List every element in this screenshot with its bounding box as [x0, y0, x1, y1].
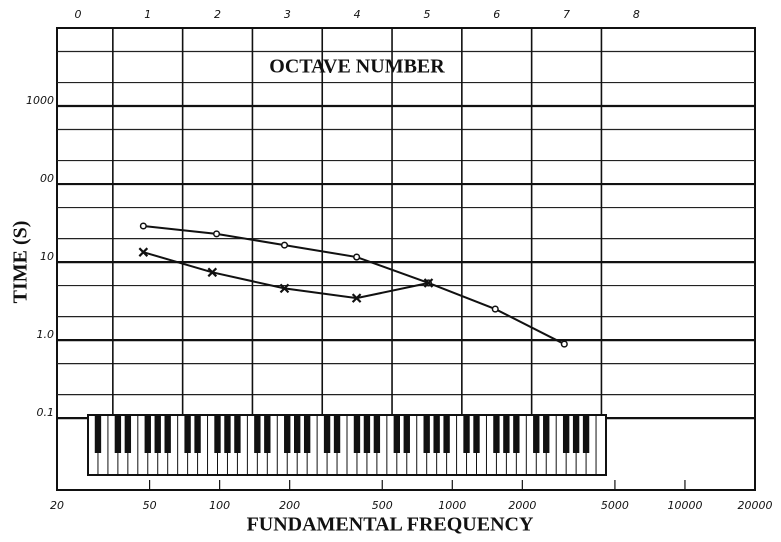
x2-tick-label: 8	[633, 8, 640, 21]
black-key	[164, 415, 171, 453]
black-key	[463, 415, 470, 453]
data-marker	[212, 230, 221, 238]
data-marker	[207, 267, 218, 278]
chart-title: OCTAVE NUMBER	[269, 56, 445, 78]
black-key	[513, 415, 520, 453]
black-key	[124, 415, 132, 453]
black-key	[562, 415, 570, 453]
black-key	[323, 415, 331, 453]
black-key	[443, 415, 450, 453]
data-marker	[560, 340, 568, 348]
black-key	[572, 415, 580, 453]
black-key	[284, 415, 291, 453]
data-marker	[423, 278, 434, 288]
x2-tick-label: 7	[563, 8, 570, 21]
black-key	[94, 415, 102, 453]
black-key	[294, 415, 301, 453]
x2-tick-label: 5	[423, 8, 430, 21]
y-tick-label: 1000	[26, 94, 54, 107]
data-marker	[139, 222, 147, 230]
y-tick-label: 0.1	[37, 406, 55, 419]
y-tick-label: 10	[40, 250, 54, 263]
x2-tick-label: 1	[144, 8, 151, 21]
black-key	[543, 415, 550, 453]
x2-tick-label: 3	[284, 8, 291, 21]
black-key	[184, 415, 191, 453]
black-key	[403, 415, 410, 453]
black-key	[433, 415, 440, 453]
x-tick-label: 500	[372, 499, 393, 512]
x-tick-label: 1000	[438, 499, 466, 512]
black-key	[503, 415, 510, 453]
x-tick-label: 20	[50, 499, 64, 512]
x-tick-label: 2000	[508, 499, 536, 512]
black-key	[333, 415, 341, 453]
data-marker	[280, 241, 289, 249]
black-key	[114, 415, 122, 453]
x2-tick-label: 2	[214, 8, 221, 21]
black-key	[214, 415, 221, 453]
black-key	[224, 415, 231, 453]
black-key	[373, 415, 381, 453]
x2-tick-label: 0	[74, 8, 81, 21]
piano-keyboard	[87, 414, 607, 476]
black-key	[303, 415, 311, 453]
plot-frame	[56, 27, 756, 491]
x2-tick-label: 4	[354, 8, 361, 21]
x-tick-label: 100	[209, 499, 230, 512]
x-tick-label: 50	[143, 499, 157, 512]
black-key	[154, 415, 161, 453]
data-marker	[491, 305, 499, 313]
data-marker	[279, 283, 290, 294]
data-marker	[351, 293, 362, 303]
x-tick-label: 5000	[601, 499, 629, 512]
black-key	[194, 415, 201, 453]
y-tick-label: 00	[40, 172, 54, 185]
black-key	[393, 415, 400, 453]
black-key	[254, 415, 261, 453]
black-key	[423, 415, 430, 453]
black-key	[264, 415, 271, 453]
data-marker	[138, 247, 149, 257]
black-key	[234, 415, 241, 453]
x2-tick-label: 6	[493, 8, 500, 21]
x-axis-label: FUNDAMENTAL FREQUENCY	[247, 514, 534, 536]
black-key	[363, 415, 371, 453]
black-key	[473, 415, 480, 453]
black-key	[144, 415, 151, 453]
black-key	[582, 415, 590, 453]
x-tick-label: 20000	[738, 499, 773, 512]
black-key	[493, 415, 500, 453]
y-tick-label: 1.0	[37, 328, 55, 341]
y-axis-label: TIME (S)	[10, 221, 32, 304]
x-tick-label: 10000	[667, 499, 702, 512]
data-marker	[353, 253, 361, 261]
black-key	[533, 415, 540, 453]
black-key	[353, 415, 361, 453]
x-tick-label: 200	[279, 499, 300, 512]
